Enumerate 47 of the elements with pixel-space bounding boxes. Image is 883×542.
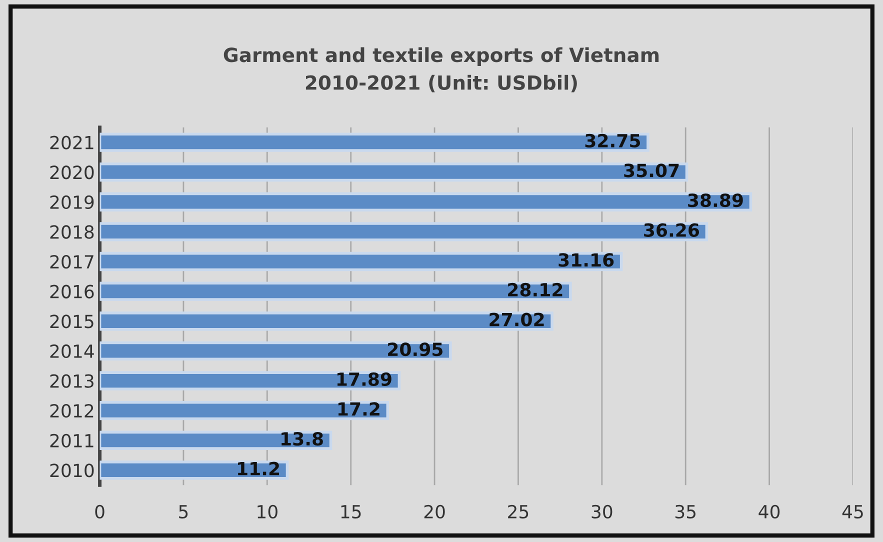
bar — [100, 222, 708, 242]
bar — [100, 430, 332, 450]
data-label: 28.12 — [508, 282, 562, 297]
y-tick-label: 2013 — [50, 374, 94, 388]
data-label: 27.02 — [490, 312, 544, 326]
data-label: 36.26 — [644, 223, 700, 237]
bar — [100, 341, 452, 361]
y-tick-label: 2012 — [50, 404, 94, 418]
x-tick-label: 30 — [592, 504, 612, 519]
x-tick-label: 0 — [95, 504, 104, 519]
y-tick-label: 2021 — [50, 136, 94, 150]
data-label: 17.89 — [337, 372, 392, 386]
data-label: 17.2 — [338, 402, 380, 416]
y-tick-label: 2016 — [50, 284, 94, 298]
bar — [100, 460, 289, 480]
x-tick-label: 20 — [424, 504, 445, 519]
data-label: 38.89 — [688, 193, 743, 208]
y-tick-label: 2019 — [50, 195, 94, 210]
x-tick-label: 40 — [758, 504, 780, 519]
x-tick-label: 35 — [675, 504, 696, 519]
y-tick-label: 2011 — [50, 434, 94, 448]
x-tick-label: 25 — [508, 504, 528, 519]
x-tick-label: 5 — [179, 505, 188, 519]
y-tick-label: 2014 — [50, 344, 94, 358]
bar — [100, 371, 401, 390]
bar — [100, 252, 623, 272]
y-tick-label: 2010 — [50, 464, 94, 478]
y-tick-label: 2020 — [50, 166, 94, 180]
bar — [100, 192, 752, 212]
bar — [100, 132, 650, 152]
bar — [100, 312, 554, 331]
data-label: 35.07 — [624, 164, 679, 178]
data-label: 20.95 — [388, 342, 442, 356]
y-tick-label: 2015 — [50, 314, 94, 328]
data-label: 13.8 — [282, 432, 323, 446]
bar — [100, 282, 572, 301]
data-label: 31.16 — [558, 253, 614, 267]
chart-title: Garment and textile exports of Vietnam 2010-2021 (Unit: USDbil) — [224, 47, 659, 92]
y-tick-label: 2018 — [50, 225, 94, 239]
data-label: 11.2 — [238, 462, 279, 476]
y-tick-label: 2017 — [50, 254, 94, 269]
x-tick-label: 45 — [842, 505, 863, 519]
bar — [100, 162, 688, 182]
bar — [100, 400, 390, 420]
x-tick-label: 15 — [341, 505, 361, 519]
x-tick-label: 10 — [258, 504, 278, 519]
data-label: 32.75 — [585, 134, 640, 148]
